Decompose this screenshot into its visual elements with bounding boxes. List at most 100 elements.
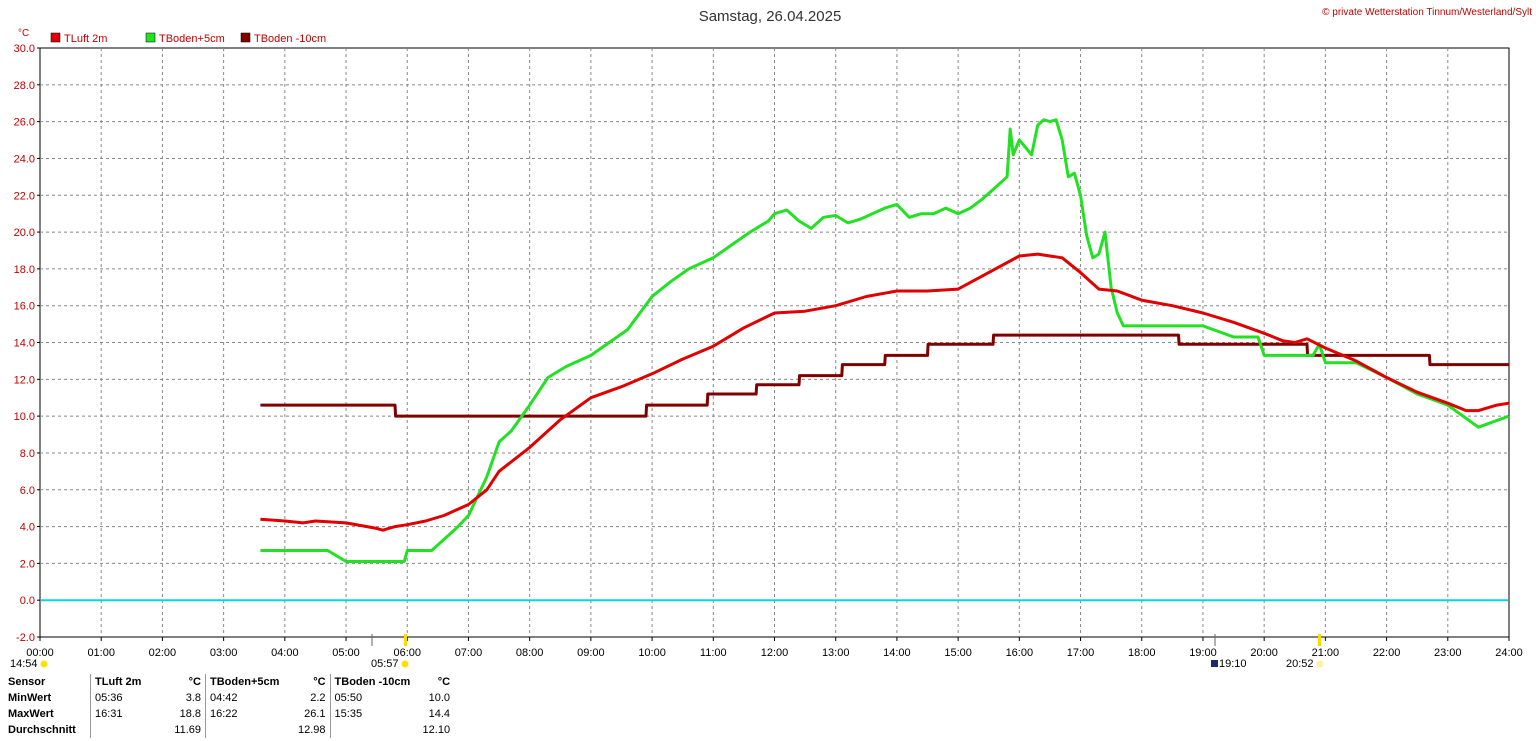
x-tick-label: 10:00: [638, 647, 666, 659]
marker-sunset-start: 19:10: [1219, 658, 1247, 670]
stats-value: 11.69: [174, 724, 201, 736]
stats-row-max: MaxWert 16:31 18.8 16:22 26.1 15:35 14.4: [4, 706, 454, 722]
temperature-chart: Samstag, 26.04.2025 © private Wetterstat…: [10, 7, 1532, 670]
x-tick-label: 04:00: [271, 647, 299, 659]
x-tick-label: 03:00: [210, 647, 238, 659]
stats-value: 26.1: [304, 708, 326, 720]
y-tick-label: 10.0: [14, 411, 35, 423]
stats-time: 16:31: [90, 706, 167, 722]
stats-value: 3.8: [185, 692, 201, 704]
stats-header-tluft: TLuft 2m: [90, 674, 167, 690]
x-tick-label: 07:00: [455, 647, 483, 659]
x-tick-label: 18:00: [1128, 647, 1156, 659]
x-axis: 00:00 01:00 02:00 03:00 04:00 05:00 06:00 07:00…: [26, 637, 1523, 659]
legend-swatch-tboden10: [240, 32, 251, 43]
y-tick-label: 12.0: [14, 374, 35, 386]
chart-title: Samstag, 26.04.2025: [699, 8, 842, 25]
stats-time: [205, 722, 294, 738]
stats-table: Sensor TLuft 2m °C TBoden+5cm °C TBoden …: [4, 674, 454, 738]
x-tick-label: 08:00: [516, 647, 544, 659]
grid: [40, 48, 1509, 637]
series-line-tboden5: [260, 118, 1510, 563]
y-tick-label: 22.0: [14, 190, 35, 202]
series-line-tluft: [260, 252, 1510, 532]
stats-time: 05:36: [90, 690, 167, 706]
stats-value: 10.0: [428, 692, 451, 704]
x-tick-label: 17:00: [1067, 647, 1095, 659]
x-tick-label: 15:00: [944, 647, 972, 659]
y-tick-label: 20.0: [14, 227, 35, 239]
x-tick-label: 24:00: [1495, 647, 1523, 659]
y-tick-label: 26.0: [14, 117, 35, 129]
stats-time: 04:42: [205, 690, 294, 706]
stats-value: 2.2: [310, 692, 326, 704]
stats-value: 14.4: [428, 708, 451, 720]
stats-value: 18.8: [179, 708, 201, 720]
stats-header-tboden5: TBoden+5cm: [205, 674, 294, 690]
moon-icon: [1211, 660, 1218, 667]
marker-sunrise-left: 14:54: [10, 658, 38, 670]
series-line-tboden10: [260, 333, 1509, 418]
x-tick-label: 02:00: [149, 647, 177, 659]
x-tick-label: 23:00: [1434, 647, 1462, 659]
x-tick-label: 09:00: [577, 647, 605, 659]
x-tick-label: 16:00: [1006, 647, 1034, 659]
legend-label-tboden5: TBoden+5cm: [159, 33, 225, 45]
sun-icon: [40, 660, 48, 668]
sunrise-tick-icon: [404, 634, 407, 646]
stats-label: Durchschnitt: [8, 724, 76, 736]
stats-row-min: MinWert 05:36 3.8 04:42 2.2 05:50 10.0: [4, 690, 454, 706]
marker-sunset: 20:52: [1286, 658, 1314, 670]
x-tick-label: 05:00: [332, 647, 360, 659]
x-tick-label: 20:00: [1250, 647, 1278, 659]
legend-label-tboden10: TBoden -10cm: [254, 33, 326, 45]
stats-header-tboden10-unit: °C: [437, 676, 451, 688]
credit-text: © private Wetterstation Tinnum/Westerlan…: [1322, 7, 1532, 18]
y-axis: -2.0 0.0 2.0 4.0 6.0 8.0 10.0 12.0 14.0 16.0 18.0 2…: [14, 43, 40, 644]
legend-swatch-tboden5: [145, 32, 156, 43]
sunset-tick-icon: [1318, 634, 1321, 646]
y-tick-label: -2.0: [16, 632, 35, 644]
x-tick-label: 19:00: [1189, 647, 1217, 659]
x-tick-label: 14:00: [883, 647, 911, 659]
stats-value: 12.10: [422, 724, 451, 736]
x-tick-label: 00:00: [26, 647, 54, 659]
stats-header-tluft-unit: °C: [188, 676, 201, 688]
y-unit-label: °C: [18, 28, 29, 39]
stats-time: 05:50: [329, 690, 419, 706]
y-tick-label: 8.0: [20, 448, 35, 460]
y-tick-label: 16.0: [14, 301, 35, 313]
series-lines: [41, 118, 1510, 602]
stats-time: 15:35: [329, 706, 419, 722]
y-tick-label: 4.0: [20, 522, 35, 534]
marker-sunrise: 05:57: [371, 658, 399, 670]
stats-row-avg: Durchschnitt 11.69 12.98 12.10: [4, 722, 454, 738]
x-tick-label: 12:00: [761, 647, 789, 659]
stats-time: [90, 722, 167, 738]
y-tick-label: 18.0: [14, 264, 35, 276]
legend-swatch-tluft: [50, 32, 61, 43]
stats-header-tboden10: TBoden -10cm: [329, 674, 419, 690]
x-tick-label: 01:00: [87, 647, 115, 659]
x-tick-label: 13:00: [822, 647, 850, 659]
x-tick-label: 22:00: [1373, 647, 1401, 659]
sun-markers: 14:54 05:57 19:10 20:52: [10, 634, 1324, 670]
y-tick-label: 14.0: [14, 338, 35, 350]
stats-header-sensor: Sensor: [8, 676, 46, 688]
stats-header-tboden5-unit: °C: [313, 676, 326, 688]
y-tick-label: 28.0: [14, 80, 35, 92]
stats-header-row: Sensor TLuft 2m °C TBoden+5cm °C TBoden …: [4, 674, 454, 690]
stats-label: MaxWert: [8, 708, 54, 720]
stats-label: MinWert: [8, 692, 52, 704]
y-tick-label: 0.0: [20, 595, 35, 607]
sunrise-icon: [401, 660, 409, 668]
y-tick-label: 30.0: [14, 43, 35, 55]
x-tick-label: 21:00: [1312, 647, 1340, 659]
x-tick-label: 11:00: [700, 647, 727, 659]
stats-time: 16:22: [205, 706, 294, 722]
legend-label-tluft: TLuft 2m: [64, 33, 107, 45]
x-tick-label: 06:00: [393, 647, 421, 659]
sunset-icon: [1316, 660, 1324, 668]
stats-time: [329, 722, 419, 738]
y-tick-label: 24.0: [14, 153, 35, 165]
